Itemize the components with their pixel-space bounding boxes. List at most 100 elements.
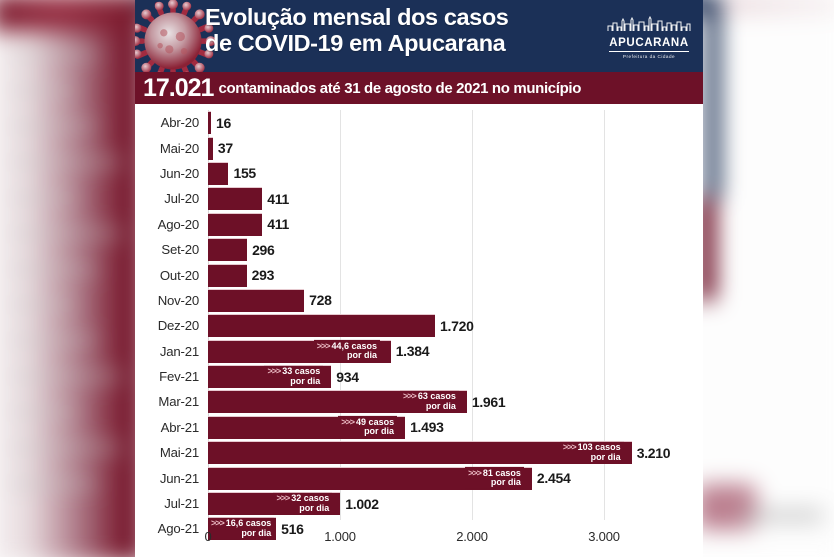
rate-value: 63 casos — [417, 391, 456, 402]
bar-wrapper: >>> 103 casos por dia 3.210 — [208, 440, 703, 465]
bar — [208, 212, 263, 236]
rate-value: 81 casos — [482, 467, 521, 478]
bar-value-label: 411 — [267, 216, 289, 233]
chart-row: Ago-20 411 — [135, 212, 703, 237]
rate-unit: por dia — [290, 375, 321, 386]
city-skyline-icon — [607, 16, 691, 31]
bar — [208, 111, 211, 135]
chart-row: Fev-21 >>> 33 casos por dia 934 — [135, 364, 703, 389]
bar-value-label: 411 — [267, 190, 289, 207]
rate-arrows-icon: >>> — [403, 391, 417, 402]
title-line-1: Evolução mensal dos casos — [205, 4, 509, 30]
chart-row: Jul-21 >>> 32 casos por dia 1.002 — [135, 491, 703, 516]
axis-tick-label: 3.000 — [588, 529, 620, 544]
logo-name: APUCARANA — [609, 37, 689, 52]
chart-row: Set-20 296 — [135, 237, 703, 262]
axis-tick-label: 1.000 — [324, 529, 356, 544]
chart-row: Out-20 293 — [135, 262, 703, 287]
bar-wrapper: 37 — [208, 135, 703, 160]
bar-value-label: 293 — [251, 267, 275, 284]
title-line-2: de COVID-19 em Apucarana — [205, 30, 506, 57]
bar — [208, 238, 248, 262]
bar-wrapper: 16 — [208, 110, 703, 135]
bar — [208, 314, 436, 338]
backdrop-right-navy — [705, 0, 720, 199]
chart-x-axis: 0 1.000 2.000 3.000 — [204, 529, 703, 549]
bar-value-label: 155 — [233, 165, 256, 182]
chart-row: Jan-21 >>> 44,6 casos por dia 1.384 — [135, 339, 703, 364]
axis-tick-label: 0 — [204, 529, 212, 544]
rate-unit: por dia — [490, 477, 521, 488]
rate-value: 33 casos — [282, 366, 321, 376]
bar-wrapper: >>> 44,6 casos por dia 1.384 — [208, 339, 703, 364]
bar-value-label: 934 — [336, 368, 359, 385]
category-label: Mai-21 — [159, 445, 199, 461]
daily-rate-tag: >>> 63 casos por dia — [400, 390, 459, 414]
chart-row: Jun-20 155 — [135, 161, 703, 186]
rate-value: 44,6 casos — [331, 340, 378, 351]
rate-arrows-icon: >>> — [341, 416, 355, 427]
bar — [208, 466, 532, 490]
rate-arrows-icon: >>> — [267, 366, 281, 376]
bar-value-label: 1.961 — [471, 393, 506, 410]
bar — [208, 263, 247, 287]
chart-row: Jul-20 411 — [135, 186, 703, 211]
rate-arrows-icon: >>> — [562, 442, 577, 453]
bar-value-label: 728 — [309, 292, 332, 309]
category-label: Jun-20 — [159, 165, 199, 181]
bar-wrapper: >>> 33 casos por dia 934 — [208, 364, 703, 389]
chart-row: Mar-21 >>> 63 casos por dia 1.961 — [135, 389, 703, 414]
category-label: Ago-20 — [157, 216, 200, 232]
bar-wrapper: >>> 49 casos por dia 1.493 — [208, 415, 703, 440]
bar-wrapper: 293 — [208, 262, 703, 287]
total-cases-text: contaminados até 31 de agosto de 2021 no… — [218, 79, 582, 97]
category-label: Nov-20 — [157, 292, 200, 308]
rate-arrows-icon: >>> — [468, 467, 482, 478]
rate-value: 32 casos — [291, 492, 330, 503]
category-label: Abr-21 — [160, 419, 200, 435]
bar-wrapper: >>> 63 casos por dia 1.961 — [208, 389, 703, 414]
bar-value-label: 16 — [216, 114, 231, 131]
total-cases-banner: 17.021 contaminados até 31 de agosto de … — [135, 72, 703, 104]
daily-rate-tag: >>> 81 casos por dia — [465, 467, 524, 490]
category-label: Ago-21 — [157, 521, 200, 537]
category-label: Mai-20 — [159, 140, 199, 156]
bar-value-label: 1.384 — [395, 343, 430, 360]
rate-value: 103 casos — [577, 442, 621, 453]
total-cases-number: 17.021 — [143, 73, 214, 102]
bar — [208, 288, 305, 312]
bar — [208, 136, 213, 160]
bar-value-label: 296 — [252, 241, 275, 258]
bar-value-label: 37 — [217, 140, 233, 157]
bar — [208, 441, 632, 465]
category-label: Jul-21 — [164, 496, 199, 512]
monthly-cases-bar-chart: Abr-20 16 Mai-20 37 Jun-20 155 Jul-20 411 Ago-20… — [135, 104, 703, 557]
backdrop-right-gray — [741, 509, 823, 522]
rate-value: 16,6 casos — [225, 518, 272, 529]
bar — [208, 161, 229, 185]
axis-tick-label: 2.000 — [456, 529, 488, 544]
daily-rate-tag: >>> 103 casos por dia — [559, 441, 624, 464]
backdrop-right-blob — [695, 484, 757, 530]
chart-row: Mai-20 37 — [135, 135, 703, 160]
bar-wrapper: >>> 81 casos por dia 2.454 — [208, 465, 703, 490]
rate-arrows-icon: >>> — [276, 492, 290, 503]
bar-wrapper: 728 — [208, 288, 703, 313]
backdrop-left-text-rows — [10, 14, 123, 557]
bar-wrapper: 411 — [208, 212, 703, 237]
rate-unit: por dia — [299, 502, 330, 513]
daily-rate-tag: >>> 33 casos por dia — [264, 365, 324, 388]
bar-wrapper: 1.720 — [208, 313, 703, 338]
bar-value-label: 2.454 — [536, 470, 571, 487]
chart-row: Abr-21 >>> 49 casos por dia 1.493 — [135, 415, 703, 440]
coronavirus-particle-icon — [135, 0, 216, 72]
rate-unit: por dia — [425, 400, 456, 411]
card-header: Evolução mensal dos casos de COVID-19 em… — [135, 0, 703, 72]
bar-value-label: 1.002 — [345, 495, 379, 512]
chart-rows: Abr-20 16 Mai-20 37 Jun-20 155 Jul-20 411 Ago-20… — [135, 110, 703, 542]
chart-row: Abr-20 16 — [135, 110, 703, 135]
category-label: Abr-20 — [160, 115, 200, 131]
logo-subtitle: Prefeitura da Cidade — [622, 54, 676, 59]
chart-row: Dez-20 1.720 — [135, 313, 703, 338]
rate-unit: por dia — [590, 451, 621, 462]
